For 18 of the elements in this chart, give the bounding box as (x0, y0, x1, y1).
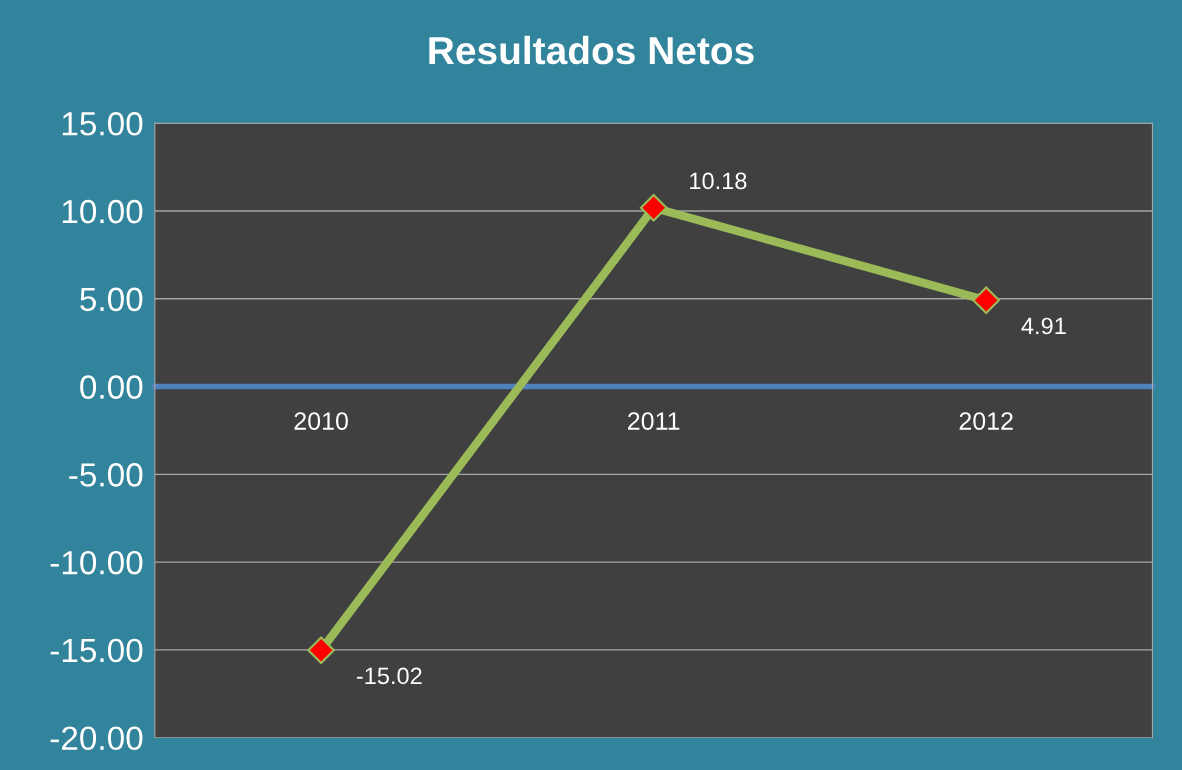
y-tick-label: 15.00 (62, 112, 143, 136)
y-tick-label: 10.00 (62, 199, 143, 224)
y-tick-label: 5.00 (80, 287, 143, 312)
data-label: 4.91 (1021, 317, 1066, 335)
point (972, 286, 1000, 315)
x-tick-label: 2012 (959, 412, 1013, 430)
x-tick-label: 2011 (628, 412, 680, 430)
y-tick-label: -5.00 (69, 463, 143, 487)
y-tick-label: -10.00 (50, 550, 143, 575)
data-label: -15.02 (356, 667, 422, 685)
y-tick-label: 0.00 (80, 375, 143, 399)
x-tick-label: 2010 (294, 412, 348, 430)
chart-title: Resultados Netos (429, 35, 754, 65)
y-tick-label: -15.00 (50, 638, 143, 663)
y-tick-label: -20.00 (50, 726, 143, 751)
point (639, 194, 668, 222)
point (307, 636, 335, 665)
data-label: 10.18 (690, 172, 747, 190)
